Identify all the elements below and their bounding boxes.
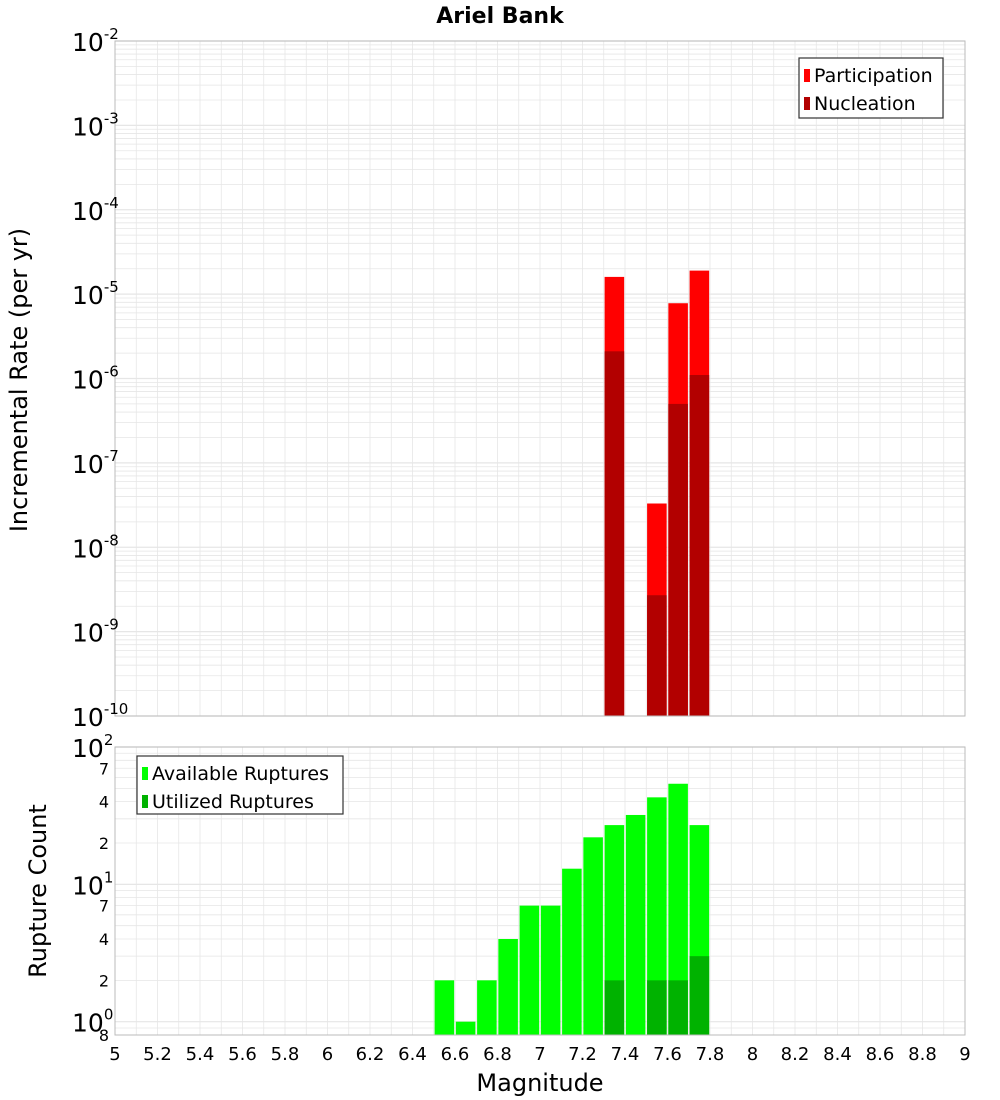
x-tick-label: 6.8 <box>483 1044 512 1065</box>
y-tick-label: 4 <box>99 793 109 812</box>
legend-swatch <box>142 795 148 808</box>
nucleation-bar <box>689 375 710 716</box>
y-tick-label: 102 <box>72 731 113 763</box>
utilized-ruptures-bar <box>668 980 688 1035</box>
x-axis-title: Magnitude <box>476 1069 603 1097</box>
x-tick-label: 9 <box>959 1044 970 1065</box>
x-tick-label: 6 <box>322 1044 333 1065</box>
legend-label: Utilized Ruptures <box>152 791 314 813</box>
x-tick-label: 8 <box>747 1044 758 1065</box>
x-tick-label: 6.2 <box>356 1044 385 1065</box>
available-ruptures-bar <box>498 939 518 1035</box>
x-tick-label: 5 <box>109 1044 120 1065</box>
utilized-ruptures-bar <box>689 956 710 1035</box>
y-tick-label: 4 <box>99 930 109 949</box>
available-ruptures-bar <box>625 814 646 1035</box>
x-tick-label: 7.8 <box>696 1044 725 1065</box>
top-y-axis-title: Incremental Rate (per yr) <box>5 228 33 532</box>
available-ruptures-bar <box>434 980 455 1035</box>
x-tick-label: 5.6 <box>228 1044 257 1065</box>
y-tick-label: 10-2 <box>72 25 119 57</box>
y-tick-label: 7 <box>99 897 109 916</box>
available-ruptures-bar <box>455 1021 476 1035</box>
legend-label: Available Ruptures <box>152 763 329 785</box>
legend: Participation Nucleation <box>798 57 944 119</box>
x-tick-label: 8.2 <box>781 1044 810 1065</box>
x-tick-label: 5.4 <box>186 1044 215 1065</box>
legend-label: Nucleation <box>814 93 916 115</box>
y-tick-label: 10-4 <box>72 194 119 226</box>
x-tick-label: 7.2 <box>568 1044 597 1065</box>
y-tick-label: 10-6 <box>72 363 119 395</box>
y-tick-label: 10-3 <box>72 109 119 141</box>
y-tick-label: 10-8 <box>72 531 119 563</box>
plot-frame <box>114 40 966 717</box>
available-ruptures-bar <box>519 905 540 1035</box>
y-tick-label: 10-5 <box>72 278 119 310</box>
legend-box <box>136 755 344 815</box>
x-tick-label: 7.6 <box>653 1044 682 1065</box>
legend: Available Ruptures Utilized Ruptures <box>136 755 344 815</box>
y-tick-label: 10-10 <box>72 700 128 732</box>
legend-box <box>798 57 944 119</box>
utilized-ruptures-bar <box>647 980 667 1035</box>
incremental-rate-panel: 10-2 10-3 10-4 10-5 10-6 10-7 10-8 10-9 10-10 Par… <box>72 25 966 732</box>
legend-swatch <box>142 767 148 780</box>
available-ruptures-bar <box>477 980 497 1035</box>
legend-swatch <box>804 69 810 82</box>
plot-frame <box>114 746 966 1036</box>
utilized-ruptures-bar <box>604 980 625 1035</box>
y-tick-label: 10-7 <box>72 447 119 479</box>
y-tick-label: 101 <box>72 868 113 900</box>
nucleation-bar <box>647 595 667 716</box>
x-tick-label: 6.4 <box>398 1044 427 1065</box>
bottom-y-axis-title: Rupture Count <box>24 804 52 978</box>
x-axis: 5 5.2 5.4 5.6 5.8 6 6.2 6.4 6.6 6.8 7 7.2 7.4 7.6 7.8 8… <box>109 1044 970 1065</box>
y-tick-label: 7 <box>99 759 109 778</box>
y-tick-label: 8 <box>99 1026 109 1045</box>
available-ruptures-bar <box>583 837 603 1035</box>
x-tick-label: 7 <box>534 1044 545 1065</box>
x-tick-label: 8.4 <box>823 1044 852 1065</box>
x-tick-label: 5.2 <box>143 1044 172 1065</box>
x-tick-label: 6.6 <box>441 1044 470 1065</box>
x-tick-label: 8.8 <box>908 1044 937 1065</box>
y-tick-label: 2 <box>99 834 109 853</box>
x-tick-label: 5.8 <box>271 1044 300 1065</box>
nucleation-bar <box>668 403 688 716</box>
x-tick-label: 7.4 <box>611 1044 640 1065</box>
available-ruptures-bar <box>668 783 688 1035</box>
chart-title: Ariel Bank <box>436 4 565 29</box>
y-tick-label: 2 <box>99 971 109 990</box>
x-tick-label: 8.6 <box>866 1044 895 1065</box>
y-tick-label: 10-9 <box>72 616 119 648</box>
legend-label: Participation <box>814 65 933 87</box>
available-ruptures-bar <box>540 905 561 1035</box>
y-tick-label: 100 <box>72 1006 113 1038</box>
legend-swatch <box>804 97 810 110</box>
nucleation-bar <box>604 351 625 716</box>
available-ruptures-bar <box>562 868 582 1035</box>
available-ruptures-bar <box>647 797 667 1035</box>
